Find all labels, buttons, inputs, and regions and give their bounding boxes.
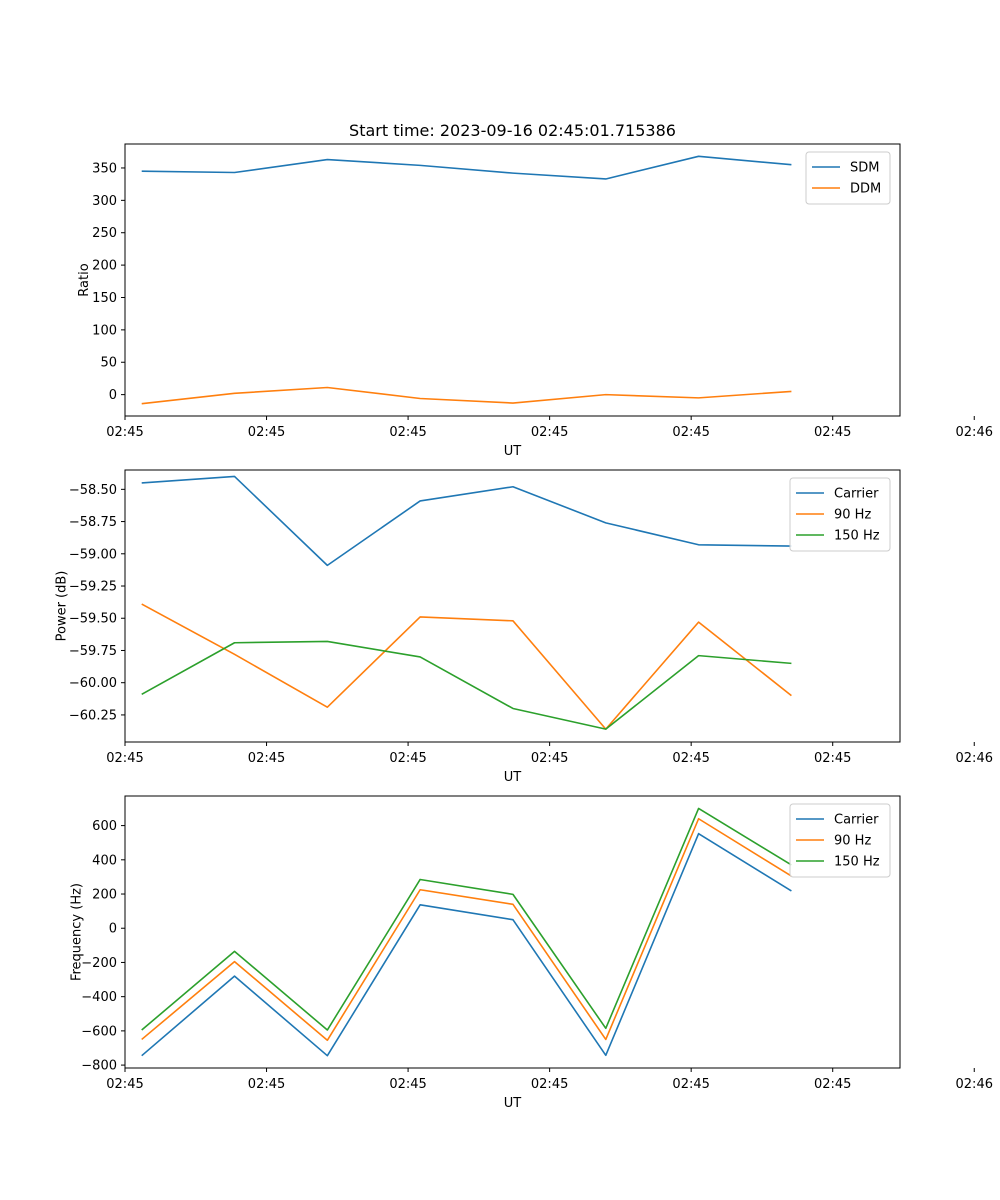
y-tick-label: 200 — [92, 259, 117, 274]
y-tick-label: −400 — [81, 990, 117, 1005]
x-tick-label: 02:45 — [389, 425, 426, 440]
x-tick-label: 02:45 — [672, 751, 709, 766]
x-tick-label: 02:45 — [248, 1077, 285, 1092]
x-tick-label: 02:45 — [106, 751, 143, 766]
legend-label: 150 Hz — [834, 855, 880, 870]
x-tick-label: 02:46 — [956, 751, 993, 766]
y-tick-label: 0 — [109, 388, 117, 403]
y-tick-label: 300 — [92, 194, 117, 209]
y-tick-label: 350 — [92, 161, 117, 176]
y-tick-label: −60.00 — [69, 676, 117, 691]
chart-panel-3: −800 −600 −400 −200 0 200 400 600 02:45 02:45 02:4… — [70, 795, 993, 1111]
legend: Carrier 90 Hz 150 Hz — [789, 477, 891, 552]
charts-container: 0 50 100 150 200 250 300 350 02:45 02:45 02:45 02:4… — [54, 143, 993, 1111]
x-tick-label: 02:45 — [672, 1077, 709, 1092]
axes-frame — [124, 143, 901, 417]
y-tick-label: −58.50 — [69, 483, 117, 498]
x-tick-label: 02:45 — [389, 751, 426, 766]
axes-frame — [124, 795, 901, 1069]
chart-title: Start time: 2023-09-16 02:45:01.715386 — [349, 121, 676, 140]
x-axis-label: UT — [504, 1096, 522, 1111]
legend-label: Carrier — [834, 813, 879, 828]
series-line-carrier — [141, 475, 792, 567]
x-tick-label: 02:45 — [389, 1077, 426, 1092]
legend-box — [805, 151, 891, 205]
y-tick-label: −200 — [81, 956, 117, 971]
series-line-carrier — [141, 832, 792, 1057]
y-tick-label: −600 — [81, 1024, 117, 1039]
series-line-sdm — [141, 155, 792, 180]
y-axis-label: Ratio — [77, 263, 92, 296]
y-tick-label: 100 — [92, 323, 117, 338]
y-tick-label: 250 — [92, 226, 117, 241]
legend-box — [789, 477, 891, 552]
series-line-ddm — [141, 386, 792, 405]
y-tick-label: −800 — [81, 1059, 117, 1074]
y-tick-label: −59.00 — [69, 547, 117, 562]
series-line-150-hz — [141, 640, 792, 730]
series-line-90-hz — [141, 817, 792, 1042]
legend-label: SDM — [850, 161, 879, 176]
y-tick-label: −59.50 — [69, 612, 117, 627]
x-tick-label: 02:45 — [531, 751, 568, 766]
series-line-150-hz — [141, 807, 792, 1031]
y-tick-label: −58.75 — [69, 515, 117, 530]
legend-label: Carrier — [834, 487, 879, 502]
axes-frame — [124, 469, 901, 743]
x-tick-label: 02:45 — [248, 425, 285, 440]
y-axis-label: Power (dB) — [54, 571, 69, 642]
chart-panel-1: 0 50 100 150 200 250 300 350 02:45 02:45 02:45 02:4… — [77, 143, 993, 459]
legend-label: 90 Hz — [834, 508, 871, 523]
x-tick-label: 02:45 — [672, 425, 709, 440]
y-axis-label: Frequency (Hz) — [70, 883, 85, 981]
x-tick-label: 02:45 — [106, 1077, 143, 1092]
chart-panel-2: −58.50 −58.75 −59.00 −59.25 −59.50 −59.75 −60.… — [54, 469, 993, 785]
legend-label: 90 Hz — [834, 834, 871, 849]
y-tick-label: −59.25 — [69, 580, 117, 595]
x-axis-label: UT — [504, 444, 522, 459]
x-tick-label: 02:46 — [956, 425, 993, 440]
y-tick-label: 200 — [92, 888, 117, 903]
y-tick-label: 400 — [92, 853, 117, 868]
legend: SDM DDM — [805, 151, 891, 205]
legend-box — [789, 803, 891, 878]
x-tick-label: 02:45 — [814, 425, 851, 440]
x-tick-label: 02:45 — [531, 1077, 568, 1092]
x-tick-label: 02:45 — [106, 425, 143, 440]
x-tick-label: 02:45 — [814, 751, 851, 766]
x-tick-label: 02:46 — [956, 1077, 993, 1092]
legend-label: 150 Hz — [834, 529, 880, 544]
x-tick-label: 02:45 — [814, 1077, 851, 1092]
x-axis-label: UT — [504, 770, 522, 785]
x-tick-label: 02:45 — [248, 751, 285, 766]
y-tick-label: 50 — [100, 356, 117, 371]
y-tick-label: 600 — [92, 819, 117, 834]
series-line-90-hz — [141, 603, 792, 730]
legend: Carrier 90 Hz 150 Hz — [789, 803, 891, 878]
y-tick-label: 150 — [92, 291, 117, 306]
y-tick-label: 0 — [109, 922, 117, 937]
y-tick-label: −59.75 — [69, 644, 117, 659]
y-tick-label: −60.25 — [69, 708, 117, 723]
x-tick-label: 02:45 — [531, 425, 568, 440]
legend-label: DDM — [850, 182, 881, 197]
